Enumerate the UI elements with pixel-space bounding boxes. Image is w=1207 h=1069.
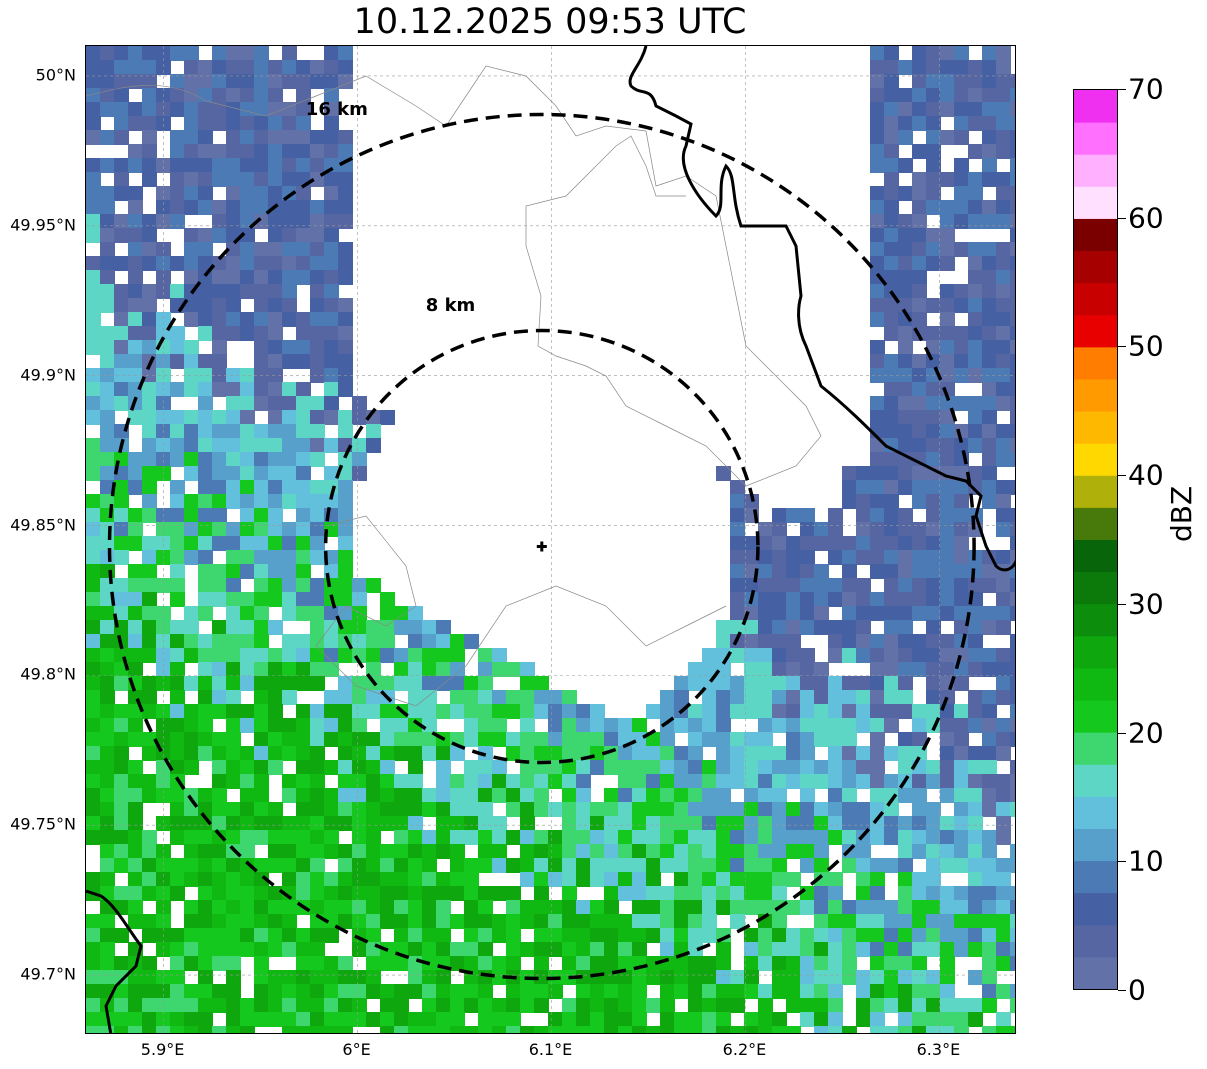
colorbar-segment — [1074, 924, 1117, 958]
range-ring-label-8km: 8 km — [425, 295, 476, 317]
radar-map-canvas — [86, 46, 1015, 1033]
colorbar-segment — [1074, 860, 1117, 894]
radar-site-icon — [536, 541, 547, 552]
range-ring-label-16km: 16 km — [305, 99, 368, 121]
lon-tick-label: 6°E — [342, 1040, 371, 1059]
colorbar-segment — [1074, 154, 1117, 187]
colorbar-tick-mark — [1118, 603, 1126, 605]
colorbar-segment — [1074, 475, 1117, 508]
colorbar-tick-label: 50 — [1128, 329, 1164, 363]
colorbar-segment — [1074, 892, 1117, 926]
colorbar-segment — [1074, 956, 1117, 989]
colorbar-segment — [1074, 186, 1117, 219]
colorbar-segment — [1074, 314, 1117, 348]
lon-tick-label: 6.3°E — [916, 1040, 961, 1059]
colorbar-segment — [1074, 828, 1117, 862]
colorbar-segment — [1074, 732, 1117, 765]
colorbar-tick-label: 40 — [1128, 458, 1164, 492]
colorbar-segment — [1074, 378, 1117, 412]
colorbar-tick-mark — [1118, 861, 1126, 863]
range-rings — [107, 112, 976, 981]
radar-site-marker — [536, 541, 547, 552]
lon-tick-label: 6.1°E — [528, 1040, 573, 1059]
map-title: 10.12.2025 09:53 UTC — [353, 2, 747, 42]
colorbar-segment — [1074, 346, 1117, 380]
colorbar-tick-label: 70 — [1128, 72, 1164, 106]
colorbar-scale — [1074, 90, 1117, 989]
colorbar-segment — [1074, 218, 1117, 252]
colorbar-segment — [1074, 250, 1117, 284]
lat-tick-label: 49.7°N — [20, 964, 76, 984]
region-border-thin — [86, 65, 822, 487]
country-border-thick-sw — [86, 889, 143, 1033]
range-ring-8km — [323, 328, 760, 765]
colorbar-label: dBZ — [1165, 485, 1198, 542]
colorbar — [1073, 89, 1118, 990]
colorbar-tick-label: 0 — [1128, 973, 1146, 1007]
colorbar-tick-mark — [1118, 475, 1126, 477]
colorbar-segment — [1074, 603, 1117, 637]
colorbar-segment — [1074, 764, 1117, 797]
colorbar-tick-mark — [1118, 990, 1126, 991]
lat-tick-label: 49.75°N — [10, 814, 76, 834]
colorbar-segment — [1074, 539, 1117, 573]
lat-tick-label: 49.9°N — [20, 365, 76, 385]
colorbar-segment — [1074, 282, 1117, 316]
colorbar-segment — [1074, 122, 1117, 155]
range-ring-16km — [107, 112, 976, 981]
colorbar-tick-mark — [1118, 217, 1126, 219]
grid-lines — [86, 46, 1015, 1033]
colorbar-segment — [1074, 90, 1117, 123]
colorbar-segment — [1074, 635, 1117, 669]
lat-tick-label: 49.8°N — [20, 664, 76, 684]
colorbar-segment — [1074, 571, 1117, 605]
lon-tick-label: 6.2°E — [722, 1040, 767, 1059]
borders — [86, 46, 1015, 1033]
lat-tick-label: 49.85°N — [10, 515, 76, 534]
reflectivity-layer — [86, 46, 1015, 1033]
country-border-thick — [628, 46, 1015, 572]
lon-tick-label: 5.9°E — [140, 1040, 185, 1059]
colorbar-segment — [1074, 796, 1117, 829]
radar-map[interactable] — [85, 45, 1016, 1034]
colorbar-segment — [1074, 507, 1117, 540]
lat-tick-label: 49.95°N — [10, 215, 76, 235]
colorbar-tick-mark — [1118, 732, 1126, 734]
colorbar-tick-mark — [1118, 346, 1126, 348]
colorbar-segment — [1074, 443, 1117, 476]
colorbar-segment — [1074, 411, 1117, 444]
colorbar-tick-label: 60 — [1128, 201, 1164, 235]
colorbar-tick-label: 30 — [1128, 587, 1164, 621]
colorbar-segment — [1074, 700, 1117, 733]
colorbar-tick-label: 10 — [1128, 844, 1164, 878]
colorbar-tick-mark — [1118, 89, 1126, 90]
colorbar-segment — [1074, 667, 1117, 701]
colorbar-tick-label: 20 — [1128, 716, 1164, 750]
lat-tick-label: 50°N — [35, 65, 76, 85]
